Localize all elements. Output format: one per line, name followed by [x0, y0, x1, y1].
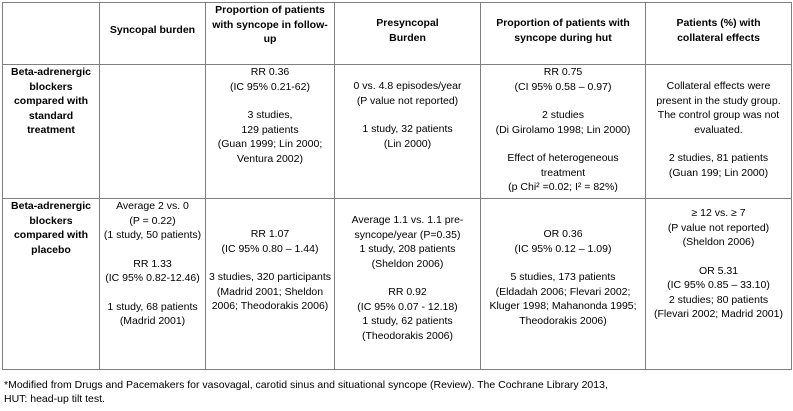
- cell-text: RR 0.75 (CI 95% 0.58 – 0.97): [514, 66, 612, 93]
- cell-text: RR 1.33 (IC 95% 0.82-12.46): [105, 257, 200, 285]
- cell-text: OR 0.36 (IC 95% 0.12 – 1.09): [514, 228, 612, 255]
- cell-collateral-effects: ≥ 12 vs. ≥ 7 (P value not reported) (She…: [645, 198, 792, 370]
- cell-presyncopal-burden: Average 1.1 vs. 1.1 pre-syncope/year (P=…: [334, 198, 481, 370]
- cell-collateral-effects: Collateral effects were present in the s…: [645, 64, 792, 199]
- header-syncope-hut: Proportion of patients with syncope duri…: [480, 2, 646, 65]
- cell-presyncopal-burden: 0 vs. 4.8 episodes/year (P value not rep…: [334, 64, 481, 199]
- header-label: Proportion of patients with syncope in f…: [212, 4, 328, 45]
- header-label: Proportion of patients with syncope duri…: [496, 17, 630, 44]
- cell-text: Collateral effects were present in the s…: [656, 80, 781, 136]
- row-label-standard-treatment: Beta-adrenergic blockers compared with s…: [2, 64, 100, 199]
- table-header-row: Syncopal burden Proportion of patients w…: [2, 2, 792, 65]
- header-label: Presyncopal Burden: [376, 17, 439, 44]
- cell-syncopal-burden: Average 2 vs. 0 (P = 0.22) (1 study, 50 …: [99, 198, 206, 370]
- cell-text: RR 1.07 (IC 95% 0.80 – 1.44): [221, 228, 319, 255]
- comparison-table: Syncopal burden Proportion of patients w…: [2, 2, 792, 370]
- cell-syncope-followup: RR 1.07 (IC 95% 0.80 – 1.44) 3 studies, …: [205, 198, 335, 370]
- cell-text: 3 studies, 129 patients (Guan 1999; Lin …: [217, 109, 323, 165]
- cell-text: OR 5.31 (IC 95% 0.85 – 33.10) 2 studies;…: [654, 264, 783, 321]
- cell-syncope-hut: RR 0.75 (CI 95% 0.58 – 0.97) 2 studies (…: [480, 64, 646, 199]
- cell-text: 3 studies, 320 participants (Madrid 2001…: [209, 271, 331, 312]
- cell-text: Average 1.1 vs. 1.1 pre-syncope/year (P=…: [351, 214, 464, 270]
- cell-text: RR 0.92 (IC 95% 0.07 - 12.18) 1 study, 6…: [357, 286, 458, 342]
- cell-text: Effect of heterogeneous treatment (p Chi…: [507, 152, 619, 193]
- cell-syncopal-burden: [99, 64, 206, 199]
- comparison-table-container: Syncopal burden Proportion of patients w…: [2, 2, 792, 370]
- header-label: Patients (%) with collateral effects: [676, 17, 761, 44]
- table-row: Beta-adrenergic blockers compared with s…: [2, 64, 792, 199]
- cell-text: ≥ 12 vs. ≥ 7 (P value not reported) (She…: [667, 207, 770, 248]
- cell-text: Average 2 vs. 0 (P = 0.22) (1 study, 50 …: [103, 200, 202, 241]
- cell-text: 2 studies, 81 patients (Guan 199; Lin 20…: [668, 152, 769, 179]
- header-syncope-followup: Proportion of patients with syncope in f…: [205, 2, 335, 65]
- footnote-source: *Modified from Drugs and Pacemakers for …: [4, 379, 608, 391]
- header-label: Syncopal burden: [109, 24, 196, 36]
- header-blank-cell: [2, 2, 100, 65]
- cell-text: 1 study, 32 patients (Lin 2000): [362, 123, 453, 150]
- footnote-abbreviation: HUT: head-up tilt test.: [4, 393, 105, 405]
- cell-text: 0 vs. 4.8 episodes/year (P value not rep…: [353, 80, 462, 107]
- cell-text: 2 studies (Di Girolamo 1998; Lin 2000): [495, 109, 631, 136]
- cell-syncope-followup: RR 0.36 (IC 95% 0.21-62) 3 studies, 129 …: [205, 64, 335, 199]
- header-presyncopal-burden: Presyncopal Burden: [334, 2, 481, 65]
- header-collateral-effects: Patients (%) with collateral effects: [645, 2, 792, 65]
- cell-text: 1 study, 68 patients (Madrid 2001): [107, 300, 198, 328]
- cell-text: 5 studies, 173 patients (Eldadah 2006; F…: [489, 271, 637, 327]
- cell-syncope-hut: OR 0.36 (IC 95% 0.12 – 1.09) 5 studies, …: [480, 198, 646, 370]
- row-label-placebo: Beta-adrenergic blockers compared with p…: [2, 198, 100, 370]
- header-syncopal-burden: Syncopal burden: [99, 2, 206, 65]
- footnote: *Modified from Drugs and Pacemakers for …: [4, 378, 608, 406]
- cell-text: RR 0.36 (IC 95% 0.21-62): [230, 66, 310, 93]
- table-row: Beta-adrenergic blockers compared with p…: [2, 198, 792, 370]
